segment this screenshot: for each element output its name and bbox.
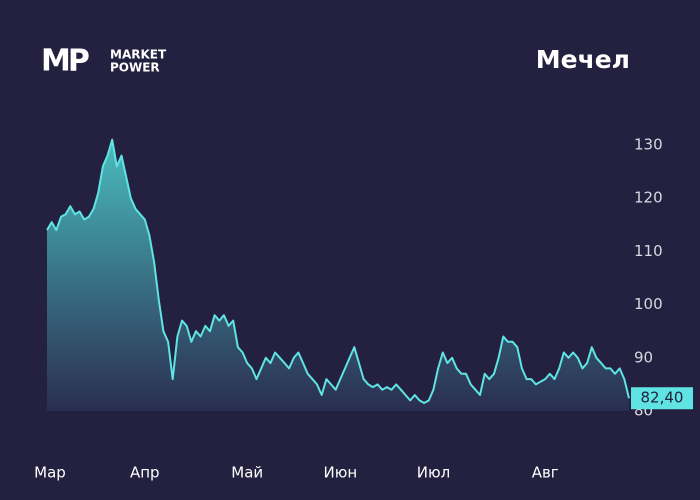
last-value-box [631, 387, 693, 410]
x-tick-label: Апр [130, 464, 160, 482]
x-tick-label: Июл [417, 464, 450, 482]
logo-mark: MP [41, 44, 89, 79]
y-tick-label: 120 [634, 189, 663, 207]
logo-text: POWER [110, 61, 160, 75]
line [46, 138, 630, 404]
chart-title: Мечел [536, 45, 630, 74]
y-tick-label: 130 [634, 136, 663, 154]
logo-text: MARKET [110, 48, 167, 62]
x-tick-label: Авг [532, 464, 559, 482]
y-tick-label: 100 [634, 295, 663, 313]
x-tick-label: Май [231, 464, 263, 482]
x-tick-label: Мар [34, 464, 66, 482]
y-tick-label: 90 [634, 348, 653, 366]
y-tick-label: 110 [634, 242, 663, 260]
x-tick-label: Июн [323, 464, 357, 482]
last-value-label: 82,40 [641, 389, 684, 407]
area [47, 139, 629, 411]
